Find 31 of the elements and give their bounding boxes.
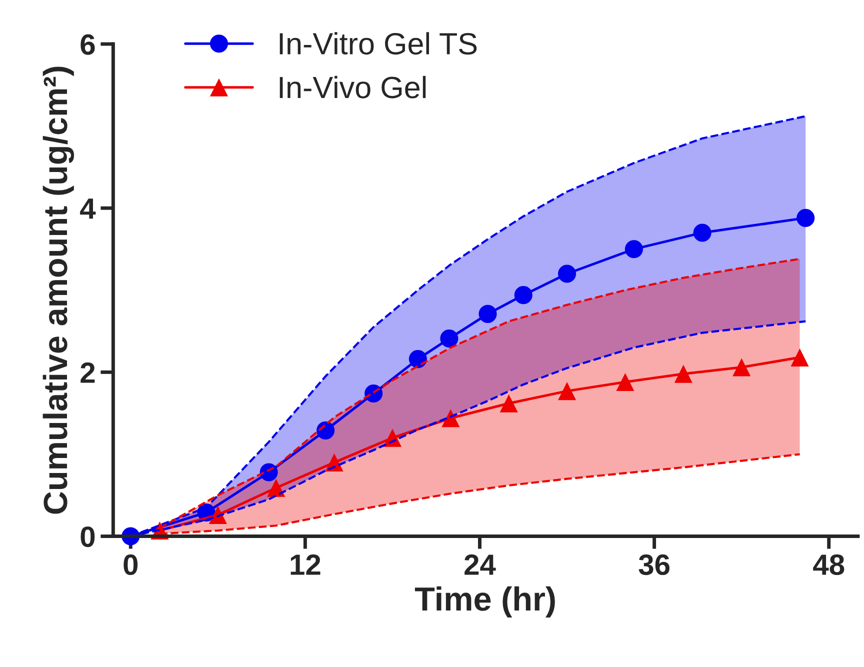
y-tick-label: 6 (80, 34, 95, 55)
y-tick-label: 4 (80, 198, 96, 219)
point (790, 348, 809, 366)
x-tick-label: 0 (124, 554, 138, 576)
x-tick-label: 24 (464, 554, 496, 575)
point (558, 382, 576, 400)
point (500, 394, 518, 412)
point (316, 421, 335, 440)
y-axis-title: Cumulative amount (ug/cm²) (42, 66, 74, 514)
point (624, 240, 643, 258)
point (478, 304, 497, 323)
y-tick-label: 0 (80, 526, 95, 548)
point (693, 224, 712, 242)
point (732, 358, 751, 376)
point (267, 478, 286, 497)
x-tick-label: 36 (638, 554, 670, 576)
point (440, 330, 458, 348)
x-tick-label: 12 (290, 554, 320, 575)
point (558, 264, 576, 283)
point (208, 506, 227, 524)
legend-label: In-Vitro Gel TS (280, 32, 477, 55)
x-axis-title: Time (hr) (414, 586, 555, 618)
point (674, 364, 692, 383)
y-tick-label: 2 (80, 362, 95, 383)
point (514, 286, 532, 304)
point (442, 409, 460, 428)
point (796, 208, 815, 227)
x-tick-label: 48 (813, 554, 844, 576)
point (408, 350, 427, 368)
legend-label: In-Vivo Gel (280, 76, 426, 98)
point (616, 373, 634, 392)
